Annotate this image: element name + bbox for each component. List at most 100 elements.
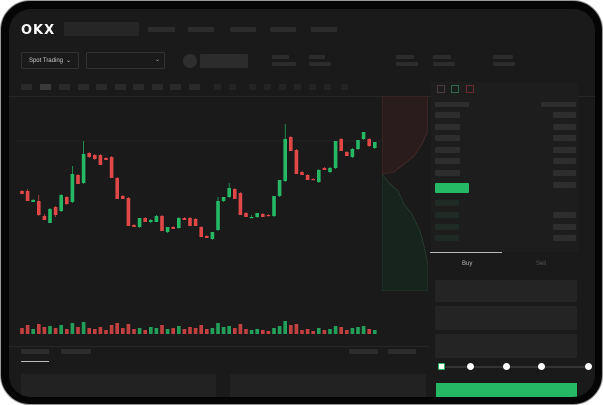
candle-body[interactable]	[31, 200, 35, 202]
nav-item[interactable]	[148, 27, 175, 32]
candle-body[interactable]	[53, 207, 58, 215]
timeframe-button[interactable]	[96, 84, 107, 90]
nav-item[interactable]	[188, 27, 214, 32]
candle-body[interactable]	[199, 227, 203, 237]
bottom-tab-active[interactable]	[21, 349, 49, 354]
candle-body[interactable]	[76, 175, 80, 184]
candle-body[interactable]	[98, 155, 103, 165]
chart-tool-icon[interactable]	[249, 84, 256, 90]
candle-body[interactable]	[143, 218, 147, 222]
candle-body[interactable]	[227, 188, 231, 197]
candle-body[interactable]	[238, 193, 243, 215]
candle-body[interactable]	[311, 179, 315, 181]
candle-body[interactable]	[193, 219, 198, 226]
candle-body[interactable]	[48, 209, 52, 223]
candle-body[interactable]	[42, 216, 47, 220]
candle-body[interactable]	[65, 197, 69, 204]
candle-body[interactable]	[149, 220, 153, 222]
pair-dropdown[interactable]: ⌄	[86, 52, 165, 69]
candle-body[interactable]	[361, 132, 366, 139]
candle-body[interactable]	[305, 175, 310, 180]
candle-body[interactable]	[300, 172, 304, 175]
amount-input[interactable]	[435, 306, 577, 330]
chart-tool-icon[interactable]	[341, 84, 348, 90]
candle-body[interactable]	[126, 198, 131, 226]
timeframe-button[interactable]	[189, 84, 200, 90]
candle-body[interactable]	[109, 157, 114, 178]
slider-handle[interactable]	[438, 363, 445, 370]
candle-body[interactable]	[333, 141, 338, 168]
candle-body[interactable]	[210, 232, 215, 239]
candle-body[interactable]	[339, 139, 343, 151]
candle-body[interactable]	[289, 137, 293, 151]
buy-button[interactable]	[436, 383, 577, 397]
amount-slider[interactable]	[438, 363, 592, 370]
candle-body[interactable]	[59, 195, 63, 211]
candle-body[interactable]	[345, 152, 349, 156]
candle-body[interactable]	[37, 201, 41, 215]
slider-mark[interactable]	[503, 363, 510, 370]
candle-body[interactable]	[373, 142, 377, 148]
book-asks-icon[interactable]	[466, 85, 474, 93]
slider-mark[interactable]	[538, 363, 545, 370]
timeframe-button[interactable]	[152, 84, 163, 90]
candle-body[interactable]	[132, 225, 136, 227]
timeframe-button[interactable]	[78, 84, 89, 90]
nav-item[interactable]	[311, 27, 337, 32]
candle-body[interactable]	[70, 174, 75, 202]
chart-tool-icon[interactable]	[264, 84, 271, 90]
chart-tool-icon[interactable]	[309, 84, 316, 90]
candlestick-chart[interactable]	[16, 96, 382, 346]
chart-tool-icon[interactable]	[324, 84, 331, 90]
candle-body[interactable]	[367, 139, 371, 146]
candle-body[interactable]	[171, 227, 175, 229]
bottom-tab[interactable]	[61, 349, 91, 354]
candle-body[interactable]	[165, 227, 170, 232]
nav-item[interactable]	[270, 27, 296, 32]
candle-body[interactable]	[244, 213, 248, 217]
candle-body[interactable]	[294, 150, 299, 174]
candle-body[interactable]	[121, 196, 125, 199]
chart-tool-icon[interactable]	[294, 84, 301, 90]
chart-tool-icon[interactable]	[214, 84, 221, 90]
candle-body[interactable]	[160, 216, 164, 231]
buy-tab[interactable]: Buy	[462, 261, 473, 267]
candle-body[interactable]	[277, 180, 282, 196]
candle-body[interactable]	[255, 213, 259, 217]
bottom-action[interactable]	[388, 349, 416, 354]
candle-body[interactable]	[350, 149, 355, 157]
book-both-icon[interactable]	[437, 85, 445, 93]
timeframe-button[interactable]	[170, 84, 181, 90]
candle-body[interactable]	[93, 155, 97, 159]
slider-mark[interactable]	[467, 363, 474, 370]
candle-body[interactable]	[188, 218, 192, 226]
timeframe-button[interactable]	[59, 84, 70, 90]
search-bar[interactable]	[64, 22, 139, 36]
candle-body[interactable]	[317, 170, 321, 182]
timeframe-button[interactable]	[21, 84, 32, 90]
candle-body[interactable]	[81, 154, 86, 183]
candle-body[interactable]	[233, 189, 237, 199]
slider-mark[interactable]	[585, 363, 592, 370]
candle-body[interactable]	[356, 140, 360, 149]
candle-body[interactable]	[205, 236, 209, 238]
price-input[interactable]	[435, 280, 577, 302]
candle-body[interactable]	[25, 191, 30, 201]
candle-body[interactable]	[266, 215, 271, 217]
spot-trading-dropdown[interactable]: Spot Trading ⌄	[21, 52, 79, 69]
book-bids-icon[interactable]	[451, 85, 459, 93]
candle-body[interactable]	[87, 153, 91, 157]
chart-tool-icon[interactable]	[279, 84, 286, 90]
candle-body[interactable]	[216, 201, 220, 230]
candle-body[interactable]	[328, 168, 332, 172]
candle-body[interactable]	[283, 139, 287, 181]
candle-body[interactable]	[272, 196, 276, 216]
candle-body[interactable]	[182, 218, 187, 220]
candle-body[interactable]	[249, 217, 254, 219]
timeframe-button[interactable]	[40, 84, 51, 90]
chart-tool-icon[interactable]	[229, 84, 236, 90]
total-input[interactable]	[435, 334, 577, 358]
candle-body[interactable]	[20, 191, 24, 194]
candle-body[interactable]	[261, 214, 265, 217]
timeframe-button[interactable]	[133, 84, 144, 90]
